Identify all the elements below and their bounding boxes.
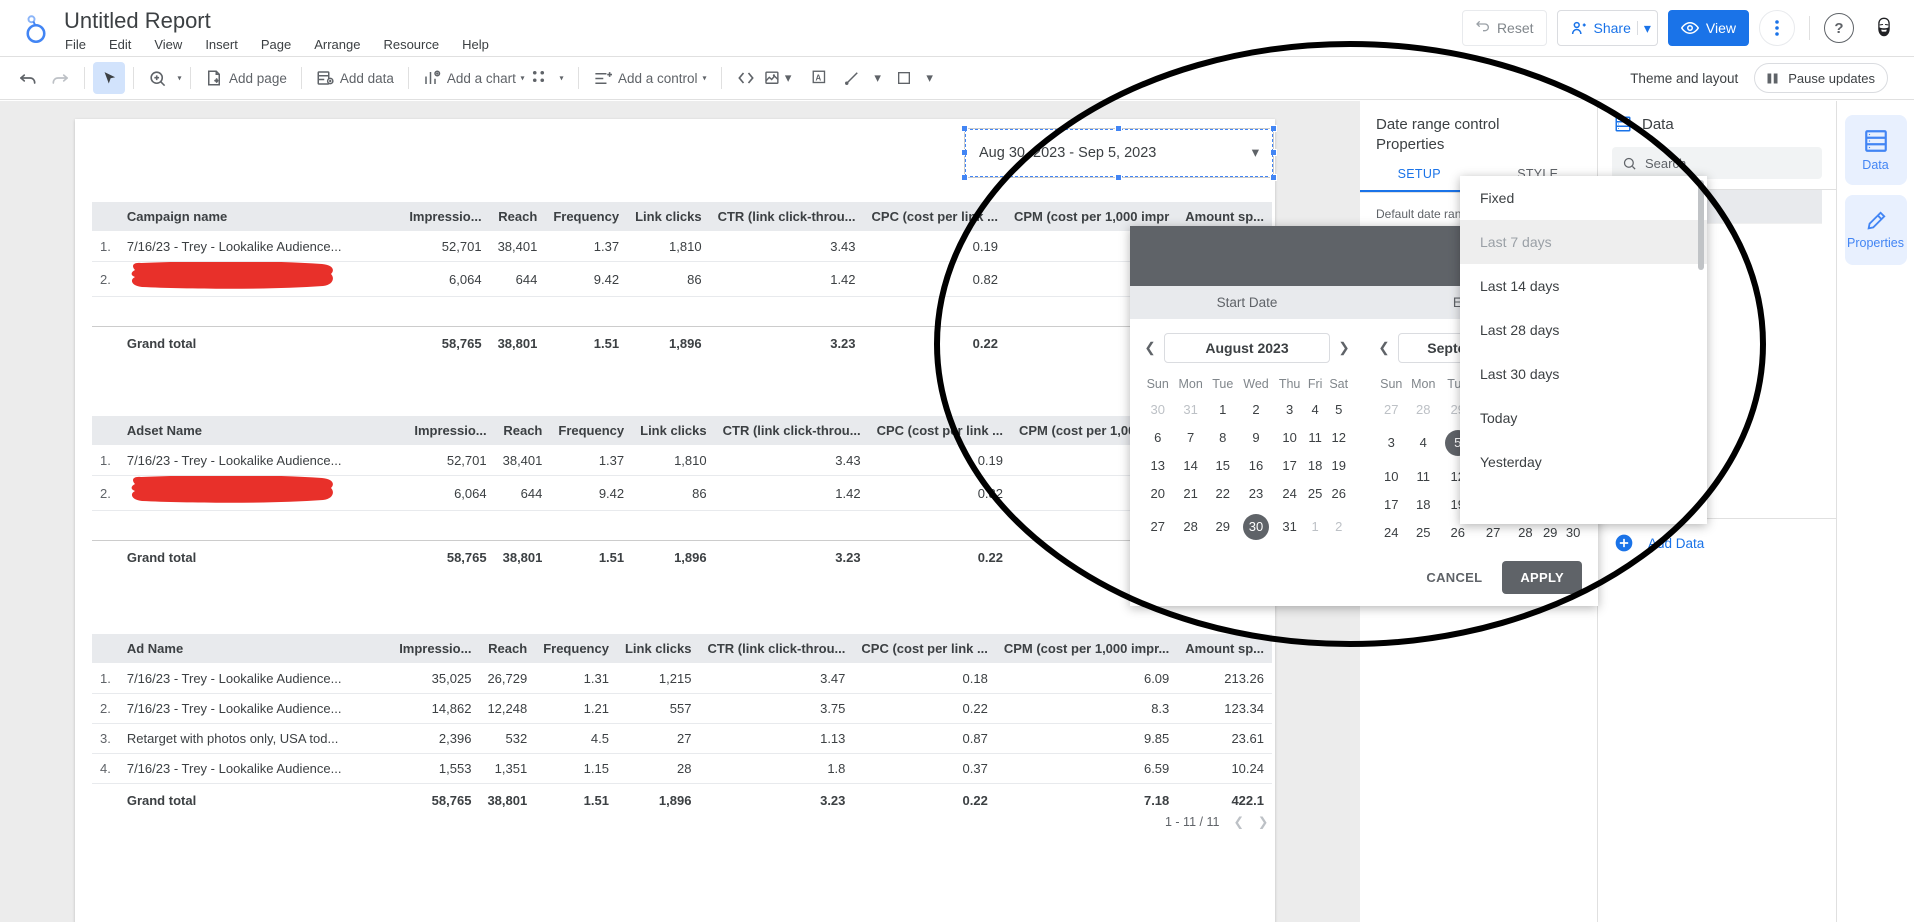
- svg-text:A: A: [815, 74, 821, 83]
